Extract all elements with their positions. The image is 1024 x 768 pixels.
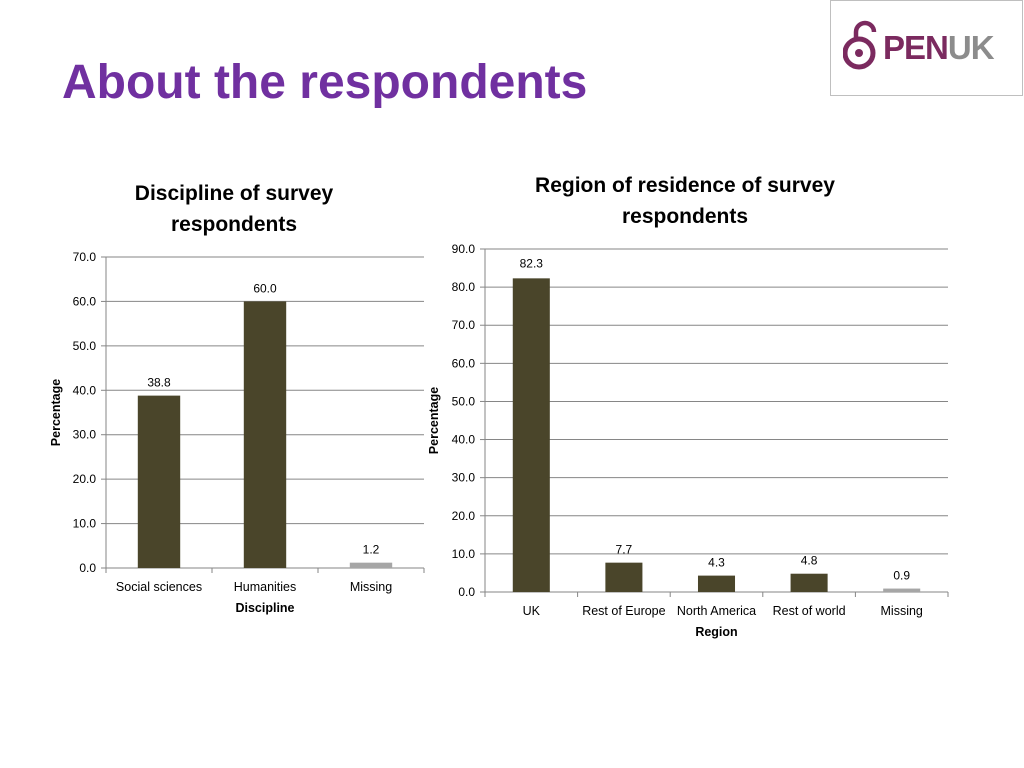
chart0-bar-missing <box>349 562 393 568</box>
slide-title: About the respondents <box>62 56 588 109</box>
chart0-y-tick-label: 10.0 <box>73 517 97 531</box>
chart1-data-label-north-america: 4.3 <box>708 556 725 570</box>
oapen-uk-logo: PENUK <box>830 0 1023 96</box>
chart1-data-label-uk: 82.3 <box>520 256 544 270</box>
discipline-chart-title: Discipline of survey respondents <box>134 182 334 236</box>
chart0-x-tick-label-missing: Missing <box>350 580 392 594</box>
chart0-y-tick-label: 0.0 <box>79 561 96 575</box>
chart1-x-tick-label-north-america: North America <box>677 604 756 618</box>
chart0-bar-humanities <box>243 301 287 568</box>
chart0-data-label-missing: 1.2 <box>363 543 380 557</box>
chart1-y-tick-label: 90.0 <box>452 242 476 256</box>
chart0-data-label-social-sciences: 38.8 <box>147 376 171 390</box>
chart1-x-axis-title: Region <box>695 625 737 639</box>
chart1-x-tick-label-missing: Missing <box>881 604 923 618</box>
chart1-y-tick-label: 20.0 <box>452 509 476 523</box>
chart0-x-axis-title: Discipline <box>235 601 294 615</box>
chart1-data-label-rest-of-world: 4.8 <box>801 554 818 568</box>
chart0-y-tick-label: 60.0 <box>73 294 97 308</box>
chart0-y-tick-label: 40.0 <box>73 383 97 397</box>
chart1-data-label-rest-of-europe: 7.7 <box>616 543 633 557</box>
chart1-x-tick-label-uk: UK <box>523 604 541 618</box>
chart1-bar-uk <box>512 278 550 592</box>
chart1-y-tick-label: 10.0 <box>452 547 476 561</box>
chart1-bar-rest-of-europe <box>605 562 643 592</box>
logo-wordmark: PENUK <box>883 29 995 66</box>
chart1-data-label-missing: 0.9 <box>893 569 910 583</box>
region-chart-title: Region of residence of survey respondent… <box>535 174 835 228</box>
chart0-y-tick-label: 50.0 <box>73 339 97 353</box>
chart1-y-tick-label: 80.0 <box>452 280 476 294</box>
chart0-x-tick-label-social-sciences: Social sciences <box>116 580 202 594</box>
chart1-y-tick-label: 60.0 <box>452 356 476 370</box>
chart1-x-tick-label-rest-of-europe: Rest of Europe <box>582 604 665 618</box>
chart1-y-axis-title: Percentage <box>427 387 441 454</box>
chart1-y-tick-label: 0.0 <box>458 585 475 599</box>
chart0-y-tick-label: 20.0 <box>73 472 97 486</box>
logo-text-uk: UK <box>947 29 995 66</box>
chart0-data-label-humanities: 60.0 <box>253 281 277 295</box>
chart0-y-axis-title: Percentage <box>49 379 63 446</box>
chart0-x-tick-label-humanities: Humanities <box>234 580 297 594</box>
logo-text-open: PEN <box>883 29 949 66</box>
padlock-icon <box>843 20 877 70</box>
chart1-y-tick-label: 70.0 <box>452 318 476 332</box>
chart0-y-tick-label: 30.0 <box>73 428 97 442</box>
chart1-bar-north-america <box>697 575 736 592</box>
chart1-bar-missing <box>883 588 921 592</box>
chart1-bar-rest-of-world <box>790 573 828 592</box>
chart1-y-tick-label: 40.0 <box>452 433 476 447</box>
chart0-y-tick-label: 70.0 <box>73 250 97 264</box>
chart1-x-tick-label-rest-of-world: Rest of world <box>773 604 846 618</box>
chart0-bar-social-sciences <box>137 395 181 568</box>
chart1-y-tick-label: 30.0 <box>452 471 476 485</box>
chart1-y-tick-label: 50.0 <box>452 394 476 408</box>
